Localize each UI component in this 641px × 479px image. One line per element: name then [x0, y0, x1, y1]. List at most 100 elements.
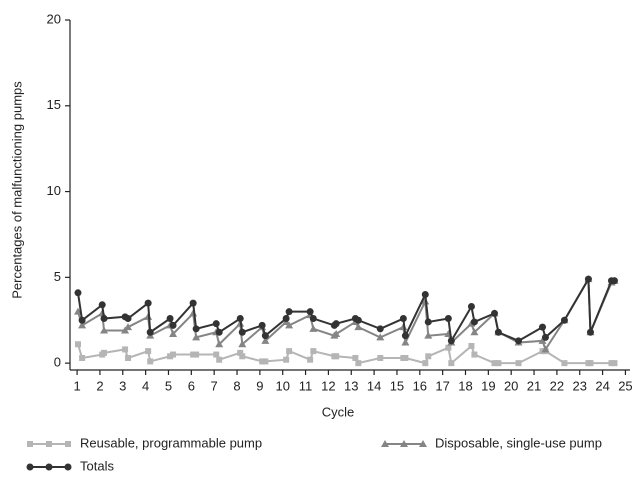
data-point — [401, 338, 410, 346]
legend-marker — [381, 440, 389, 447]
data-point — [447, 337, 455, 345]
x-tick-label: 7 — [211, 378, 218, 393]
x-tick-label: 12 — [321, 378, 335, 393]
x-tick-label: 18 — [458, 378, 472, 393]
data-point — [283, 356, 290, 363]
legend-marker — [27, 441, 33, 447]
data-point — [282, 315, 290, 323]
legend-marker — [45, 463, 53, 471]
data-point — [309, 315, 317, 323]
data-point — [145, 348, 152, 355]
data-point — [541, 333, 549, 341]
data-point — [560, 316, 568, 324]
data-point — [424, 318, 432, 326]
data-point — [354, 316, 362, 324]
data-point — [425, 353, 432, 360]
data-point — [402, 354, 409, 361]
x-tick-label: 8 — [233, 378, 240, 393]
x-tick-label: 5 — [165, 378, 172, 393]
data-point — [74, 289, 82, 297]
data-point — [448, 360, 455, 367]
data-point — [611, 360, 618, 367]
data-point — [494, 328, 502, 336]
y-tick-label: 5 — [54, 269, 61, 284]
x-tick-label: 2 — [96, 378, 103, 393]
data-point — [354, 323, 363, 331]
data-point — [333, 353, 340, 360]
x-tick-label: 20 — [504, 378, 518, 393]
data-point — [307, 356, 314, 363]
data-point — [169, 329, 178, 337]
data-point — [144, 299, 152, 307]
data-point — [538, 323, 546, 331]
data-point — [213, 351, 220, 358]
data-point — [192, 333, 201, 341]
data-point — [515, 360, 522, 367]
data-point — [491, 360, 498, 367]
data-point — [169, 321, 177, 329]
x-tick-label: 19 — [481, 378, 495, 393]
data-point — [261, 336, 270, 344]
data-point — [541, 345, 550, 353]
legend-label: Reusable, programmable pump — [80, 435, 262, 450]
data-point — [262, 358, 269, 365]
series-line — [77, 343, 615, 366]
legend-marker — [419, 440, 427, 447]
legend-label: Disposable, single-use pump — [435, 435, 602, 450]
data-point — [352, 354, 359, 361]
y-tick-label: 20 — [47, 11, 61, 26]
data-point — [286, 348, 293, 355]
data-point — [238, 328, 246, 336]
y-axis-label: Percentages of malfunctioning pumps — [9, 81, 24, 299]
data-point — [470, 328, 479, 336]
data-point — [146, 328, 154, 336]
data-point — [261, 332, 269, 340]
data-point — [332, 320, 340, 328]
x-tick-label: 21 — [527, 378, 541, 393]
data-point — [216, 356, 223, 363]
data-point — [98, 301, 106, 309]
y-tick-label: 10 — [47, 183, 61, 198]
data-point — [610, 277, 618, 285]
data-point — [587, 360, 594, 367]
data-point — [468, 342, 475, 349]
data-point — [444, 315, 452, 323]
data-point — [376, 333, 385, 341]
legend-marker — [46, 441, 52, 447]
x-tick-label: 3 — [119, 378, 126, 393]
data-point — [239, 353, 246, 360]
data-point — [584, 275, 592, 283]
data-point — [122, 346, 129, 353]
x-tick-label: 15 — [390, 378, 404, 393]
x-tick-label: 22 — [550, 378, 564, 393]
data-point — [561, 360, 568, 367]
data-point — [422, 360, 429, 367]
data-point — [310, 348, 317, 355]
x-tick-label: 10 — [275, 378, 289, 393]
data-point — [424, 331, 433, 339]
x-tick-label: 13 — [344, 378, 358, 393]
data-point — [421, 291, 429, 299]
data-point — [236, 315, 244, 323]
data-point — [491, 309, 499, 317]
data-point — [237, 349, 244, 356]
data-point — [445, 344, 452, 351]
data-point — [79, 354, 86, 361]
x-tick-label: 9 — [256, 378, 263, 393]
data-point — [215, 328, 223, 336]
x-tick-label: 6 — [188, 378, 195, 393]
x-tick-label: 14 — [367, 378, 381, 393]
data-point — [124, 315, 132, 323]
data-point — [124, 323, 133, 331]
data-point — [355, 360, 362, 367]
data-point — [170, 351, 177, 358]
data-point — [399, 315, 407, 323]
data-point — [285, 321, 294, 329]
data-point — [258, 321, 266, 329]
data-point — [193, 351, 200, 358]
data-point — [495, 360, 502, 367]
data-point — [192, 325, 200, 333]
data-point — [285, 308, 293, 316]
x-tick-label: 25 — [618, 378, 632, 393]
